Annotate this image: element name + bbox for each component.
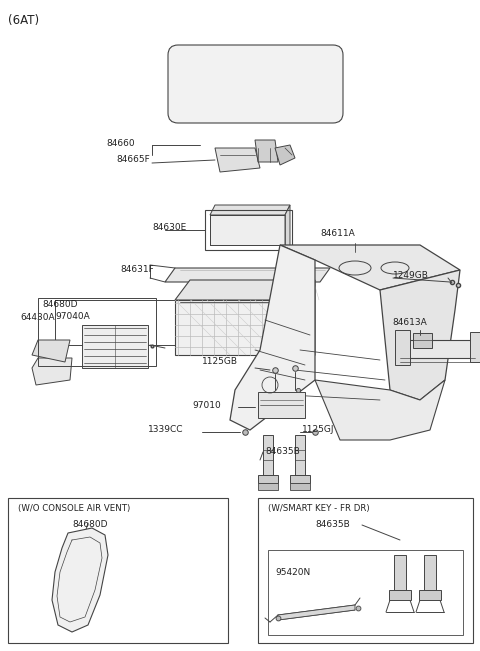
Polygon shape <box>419 590 441 600</box>
Polygon shape <box>295 435 305 475</box>
Polygon shape <box>215 148 260 172</box>
Text: 84660: 84660 <box>106 139 134 148</box>
Polygon shape <box>470 332 480 362</box>
Polygon shape <box>255 140 278 162</box>
Text: 84680D: 84680D <box>72 520 108 529</box>
Polygon shape <box>290 475 310 483</box>
Polygon shape <box>165 268 330 282</box>
Polygon shape <box>258 392 305 418</box>
Polygon shape <box>32 340 70 362</box>
Polygon shape <box>400 340 475 358</box>
Polygon shape <box>175 280 315 300</box>
Text: (W/O CONSOLE AIR VENT): (W/O CONSOLE AIR VENT) <box>18 504 130 513</box>
Polygon shape <box>315 380 445 440</box>
Text: 84680D: 84680D <box>42 300 77 309</box>
Polygon shape <box>278 605 355 620</box>
Polygon shape <box>82 325 148 368</box>
Polygon shape <box>258 475 278 483</box>
Text: 1249GB: 1249GB <box>393 271 429 279</box>
Text: 84631F: 84631F <box>120 266 154 275</box>
Text: 95420N: 95420N <box>275 568 310 577</box>
Polygon shape <box>389 590 411 600</box>
Text: 1125GJ: 1125GJ <box>302 426 335 434</box>
Polygon shape <box>395 330 410 365</box>
Polygon shape <box>285 205 290 255</box>
Polygon shape <box>263 435 273 475</box>
Polygon shape <box>424 555 436 590</box>
Bar <box>268 550 463 635</box>
Polygon shape <box>230 245 315 430</box>
Text: 84635B: 84635B <box>265 447 300 456</box>
Polygon shape <box>175 300 300 355</box>
Polygon shape <box>275 145 295 165</box>
Polygon shape <box>394 555 406 590</box>
Text: 84613A: 84613A <box>392 318 427 327</box>
Text: 84611A: 84611A <box>320 229 355 238</box>
Text: (W/SMART KEY - FR DR): (W/SMART KEY - FR DR) <box>268 504 370 513</box>
Bar <box>258 498 473 643</box>
Polygon shape <box>210 215 285 245</box>
Polygon shape <box>413 333 432 348</box>
Text: 1339CC: 1339CC <box>148 426 183 434</box>
Text: 97040A: 97040A <box>55 312 90 321</box>
Polygon shape <box>258 483 278 490</box>
Polygon shape <box>32 358 72 385</box>
Polygon shape <box>290 483 310 490</box>
Polygon shape <box>280 245 460 290</box>
FancyBboxPatch shape <box>168 45 343 123</box>
Text: 84665F: 84665F <box>116 156 150 165</box>
Text: (6AT): (6AT) <box>8 14 39 27</box>
Text: 97010: 97010 <box>192 400 221 409</box>
Bar <box>38 298 156 366</box>
Text: 84635B: 84635B <box>315 520 350 529</box>
Text: 1125GB: 1125GB <box>202 357 238 366</box>
Bar <box>8 498 228 643</box>
Polygon shape <box>380 270 460 400</box>
Polygon shape <box>210 205 290 215</box>
Text: 84630E: 84630E <box>152 223 186 232</box>
Text: 64430A: 64430A <box>20 314 55 322</box>
Polygon shape <box>300 280 315 375</box>
Polygon shape <box>52 528 108 632</box>
